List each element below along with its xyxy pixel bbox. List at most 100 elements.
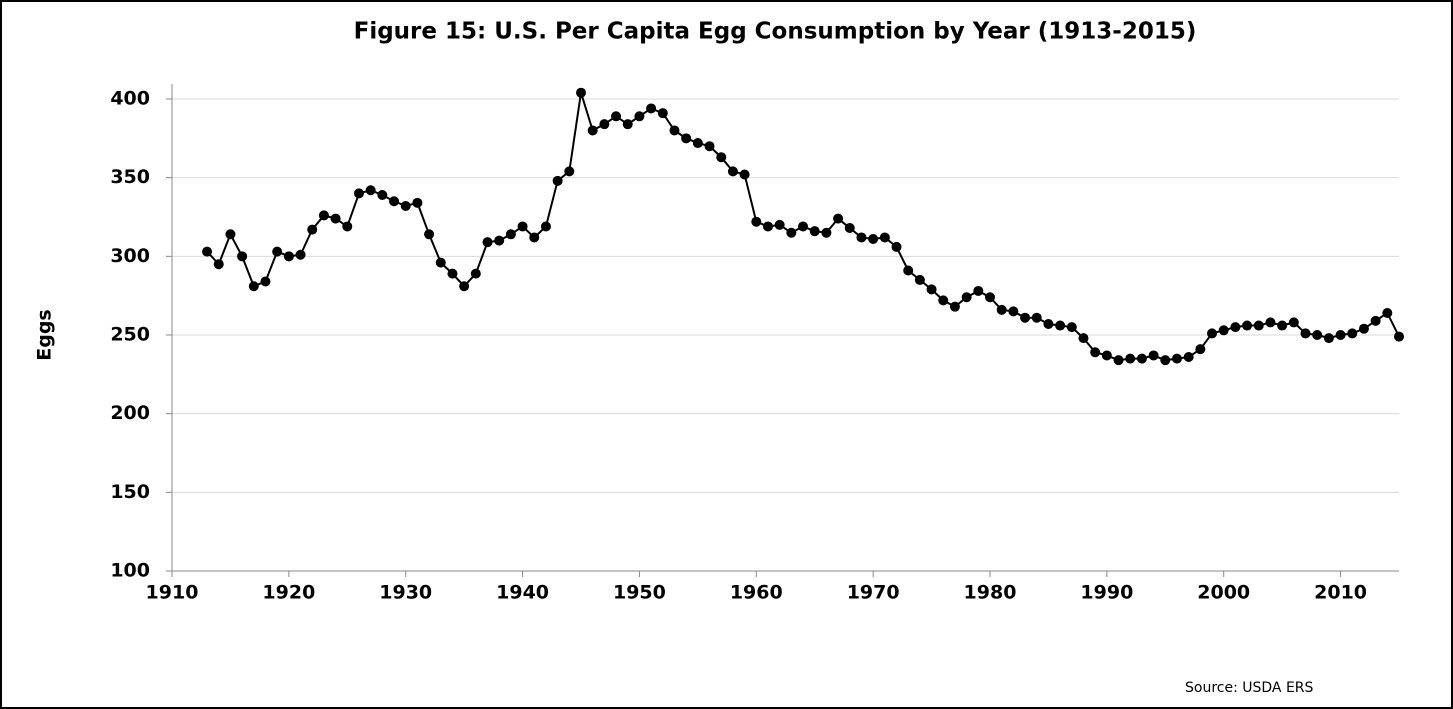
data-point <box>903 265 914 276</box>
data-point <box>248 281 259 292</box>
data-point <box>833 213 844 224</box>
x-tick-label: 1980 <box>964 582 1017 604</box>
y-tick-label: 100 <box>110 560 150 582</box>
data-point <box>482 237 493 248</box>
data-point <box>1066 322 1077 333</box>
data-point <box>938 295 949 306</box>
data-point <box>949 301 960 312</box>
x-tick-label: 1930 <box>379 582 432 604</box>
data-point <box>505 229 516 240</box>
data-point <box>400 200 411 211</box>
data-point <box>295 249 306 260</box>
data-point <box>1347 328 1358 339</box>
data-point <box>318 210 329 221</box>
data-point <box>727 166 738 177</box>
y-tick-label: 150 <box>110 481 150 503</box>
data-point <box>973 285 984 296</box>
data-point <box>1218 325 1229 336</box>
data-point <box>1055 320 1066 331</box>
data-point <box>1043 318 1054 329</box>
data-point <box>1195 344 1206 355</box>
data-point <box>389 196 400 207</box>
data-point <box>260 276 271 287</box>
data-point <box>821 227 832 238</box>
data-point <box>1277 320 1288 331</box>
data-point <box>494 235 505 246</box>
data-point <box>1230 322 1241 333</box>
data-point <box>1183 352 1194 363</box>
data-point <box>447 268 458 279</box>
data-point <box>1031 312 1042 323</box>
x-tick-label: 1970 <box>847 582 900 604</box>
data-point <box>868 234 879 245</box>
data-point <box>681 133 692 144</box>
data-point <box>622 119 633 130</box>
data-point <box>646 103 657 114</box>
data-point <box>1148 350 1159 361</box>
data-point <box>914 274 925 285</box>
data-point <box>552 175 563 186</box>
data-point <box>213 259 224 270</box>
data-point <box>985 292 995 303</box>
data-point <box>342 221 353 232</box>
x-tick-label: 2010 <box>1314 582 1367 604</box>
data-point <box>751 216 762 227</box>
data-point <box>1370 315 1381 326</box>
data-point <box>576 87 586 98</box>
data-point <box>611 111 622 122</box>
data-point <box>1265 317 1276 328</box>
data-point <box>237 251 248 262</box>
x-tick-label: 1950 <box>613 582 666 604</box>
x-tick-label: 1990 <box>1080 582 1133 604</box>
data-point <box>1171 353 1182 364</box>
data-point <box>1242 320 1253 331</box>
data-point <box>202 246 213 257</box>
data-point <box>774 219 785 230</box>
data-point <box>1300 328 1311 339</box>
data-point <box>704 141 715 152</box>
x-tick-label: 1920 <box>262 582 315 604</box>
data-point <box>540 221 551 232</box>
data-point <box>716 152 727 163</box>
y-tick-label: 300 <box>110 245 150 267</box>
data-point <box>1335 330 1346 340</box>
y-tick-label: 350 <box>110 166 150 188</box>
data-point <box>435 257 446 268</box>
data-point <box>844 223 855 234</box>
data-point <box>809 226 820 237</box>
data-point <box>459 281 470 292</box>
data-point <box>529 232 540 243</box>
data-point <box>353 188 364 199</box>
data-point <box>1382 307 1393 318</box>
data-point <box>1090 347 1101 358</box>
data-point <box>1020 312 1031 323</box>
x-tick-label: 1910 <box>146 582 199 604</box>
chart-title: Figure 15: U.S. Per Capita Egg Consumpti… <box>354 19 1197 45</box>
data-point <box>330 213 341 224</box>
data-point <box>377 189 388 200</box>
data-point <box>1125 353 1136 364</box>
data-point <box>1078 333 1089 344</box>
data-point <box>891 241 902 252</box>
data-point <box>470 268 481 279</box>
data-point <box>1323 333 1334 344</box>
data-point <box>926 284 937 295</box>
data-point <box>272 246 283 257</box>
data-point <box>879 232 890 243</box>
data-point <box>657 108 668 119</box>
data-point <box>365 185 376 196</box>
x-tick-label: 2000 <box>1197 582 1250 604</box>
y-tick-label: 200 <box>110 402 150 424</box>
data-point <box>1358 323 1369 334</box>
data-point <box>786 227 797 238</box>
x-tick-label: 1940 <box>496 582 549 604</box>
data-point <box>412 197 423 208</box>
data-point <box>1101 350 1112 361</box>
data-point <box>424 229 435 240</box>
data-point <box>1207 328 1218 339</box>
data-point <box>1113 355 1124 366</box>
data-point <box>1136 353 1147 364</box>
y-axis-label: Eggs <box>34 309 56 361</box>
data-point <box>762 221 773 232</box>
